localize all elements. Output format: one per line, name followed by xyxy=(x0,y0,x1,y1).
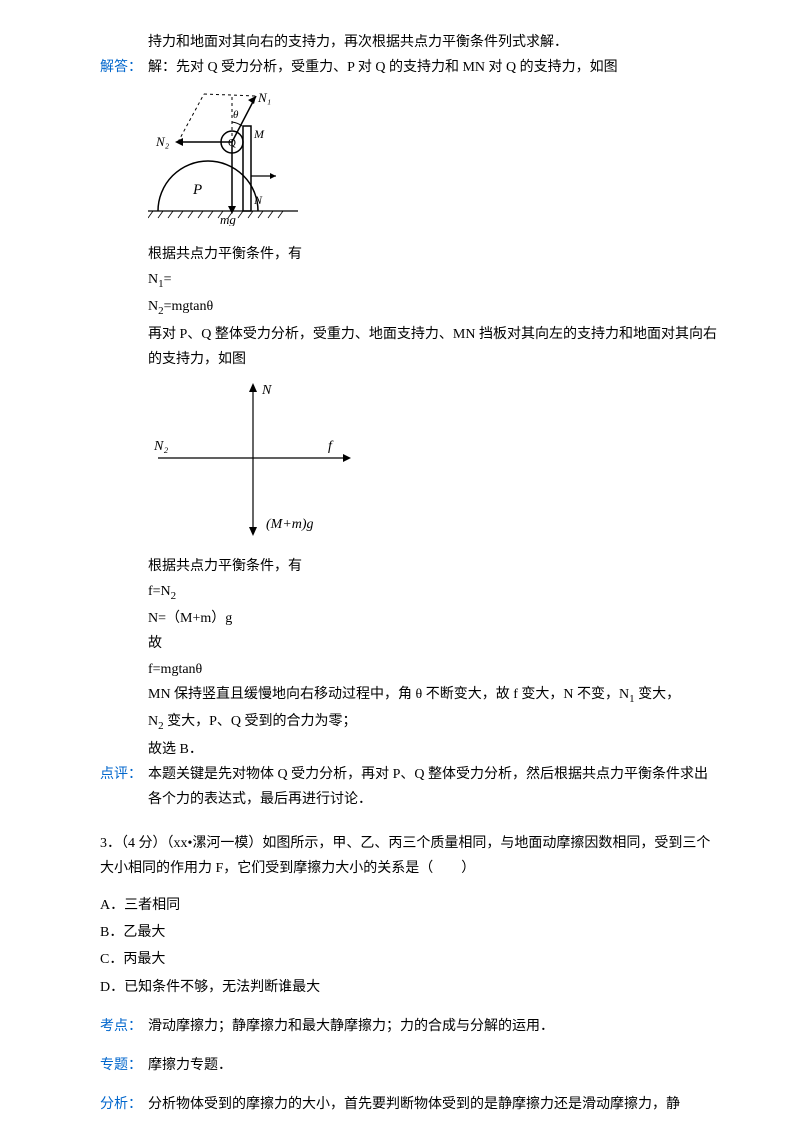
eq-f2: f=mgtanθ xyxy=(100,657,720,682)
answer-label: 解答： xyxy=(100,55,148,80)
label-N1: N₁ xyxy=(257,90,271,105)
question-3: 3．（4 分）（xx•漯河一模）如图所示，甲、乙、丙三个质量相同，与地面动摩擦因… xyxy=(100,831,720,1000)
answer-row: 解答： 解：先对 Q 受力分析，受重力、P 对 Q 的支持力和 MN 对 Q 的… xyxy=(100,55,720,80)
kaodian-text: 滑动摩擦力；静摩擦力和最大静摩擦力；力的合成与分解的运用． xyxy=(148,1014,720,1039)
q3-opt-C: C．丙最大 xyxy=(100,947,720,972)
kaodian-label: 考点： xyxy=(100,1014,148,1039)
eq-intro-2: 根据共点力平衡条件，有 xyxy=(100,554,720,579)
review-label: 点评： xyxy=(100,762,148,787)
d2-f: f xyxy=(328,439,334,454)
d2-N: N xyxy=(261,383,272,398)
discuss-1: MN 保持竖直且缓慢地向右移动过程中，角 θ 不断变大，故 f 变大，N 不变，… xyxy=(100,682,720,710)
zhuanti-row: 专题： 摩擦力专题． xyxy=(100,1053,720,1078)
fenxi-text: 分析物体受到的摩擦力的大小，首先要判断物体受到的是静摩擦力还是滑动摩擦力，静 xyxy=(148,1092,720,1117)
fenxi-row: 分析： 分析物体受到的摩擦力的大小，首先要判断物体受到的是静摩擦力还是滑动摩擦力… xyxy=(100,1092,720,1117)
q3-stem: 3．（4 分）（xx•漯河一模）如图所示，甲、乙、丙三个质量相同，与地面动摩擦因… xyxy=(100,831,720,881)
q3-opt-A: A．三者相同 xyxy=(100,893,720,918)
d2-weight: (M+m)g xyxy=(266,517,314,532)
review-text: 本题关键是先对物体 Q 受力分析，再对 P、Q 整体受力分析，然后根据共点力平衡… xyxy=(148,762,720,812)
diagram-whole-forces: N N₂ f (M+m)g xyxy=(148,378,720,547)
eq-N1: N1= xyxy=(100,267,720,295)
continuation-text: 持力和地面对其向右的支持力，再次根据共点力平衡条件列式求解． xyxy=(100,30,720,55)
text-gu: 故 xyxy=(100,631,720,656)
choice-B: 故选 B． xyxy=(100,737,720,762)
eq-f: f=N2 xyxy=(100,579,720,607)
zhuanti-label: 专题： xyxy=(100,1053,148,1078)
fenxi-label: 分析： xyxy=(100,1092,148,1117)
whole-analysis-text: 再对 P、Q 整体受力分析，受重力、地面支持力、MN 挡板对其向左的支持力和地面… xyxy=(100,322,720,372)
eq-N2: N2=mgtanθ xyxy=(100,294,720,322)
q3-opt-D: D．已知条件不够，无法判断谁最大 xyxy=(100,975,720,1000)
eq-N: N=（M+m）g xyxy=(100,606,720,631)
label-M: M xyxy=(253,127,265,141)
label-N: N xyxy=(253,193,263,207)
label-P: P xyxy=(192,182,202,198)
label-theta: θ xyxy=(233,109,239,121)
label-N2: N₂ xyxy=(155,134,170,149)
zhuanti-text: 摩擦力专题． xyxy=(148,1053,720,1078)
q3-opt-B: B．乙最大 xyxy=(100,920,720,945)
kaodian-row: 考点： 滑动摩擦力；静摩擦力和最大静摩擦力；力的合成与分解的运用． xyxy=(100,1014,720,1039)
diagram-q-forces: P Q M N mg N₁ N₂ θ xyxy=(148,86,720,235)
d2-N2: N₂ xyxy=(153,439,168,454)
discuss-2: N2 变大，P、Q 受到的合力为零； xyxy=(100,709,720,737)
eq-intro-1: 根据共点力平衡条件，有 xyxy=(100,242,720,267)
answer-intro: 解：先对 Q 受力分析，受重力、P 对 Q 的支持力和 MN 对 Q 的支持力，… xyxy=(148,55,720,80)
review-row: 点评： 本题关键是先对物体 Q 受力分析，再对 P、Q 整体受力分析，然后根据共… xyxy=(100,762,720,812)
label-mg: mg xyxy=(220,212,236,226)
